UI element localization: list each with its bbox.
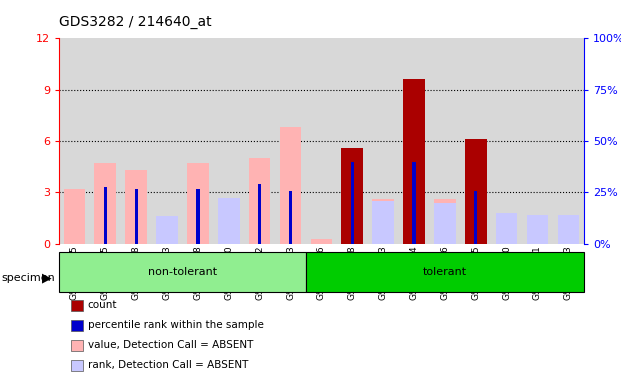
- Bar: [412, 162, 415, 244]
- Bar: [183, 38, 214, 244]
- Bar: [306, 252, 584, 292]
- Bar: [403, 79, 425, 244]
- Bar: [558, 215, 579, 244]
- Bar: [491, 38, 522, 244]
- Bar: [244, 38, 275, 244]
- Bar: [434, 199, 456, 244]
- Bar: [465, 139, 486, 244]
- Bar: [306, 38, 337, 244]
- Bar: [152, 38, 183, 244]
- Bar: [474, 191, 478, 244]
- Text: specimen: specimen: [1, 273, 55, 283]
- Bar: [460, 38, 491, 244]
- Bar: [187, 163, 209, 244]
- Bar: [59, 38, 90, 244]
- Bar: [399, 38, 429, 244]
- Bar: [196, 189, 199, 244]
- Bar: [120, 38, 152, 244]
- Text: percentile rank within the sample: percentile rank within the sample: [88, 320, 263, 330]
- Bar: [527, 215, 548, 244]
- Bar: [289, 191, 292, 244]
- Bar: [351, 162, 354, 244]
- Bar: [337, 38, 368, 244]
- Bar: [496, 213, 517, 244]
- Bar: [373, 199, 394, 244]
- Bar: [429, 38, 460, 244]
- Bar: [94, 163, 116, 244]
- Bar: [522, 38, 553, 244]
- Bar: [249, 158, 270, 244]
- Bar: [434, 203, 456, 244]
- Text: count: count: [88, 300, 117, 310]
- Text: non-tolerant: non-tolerant: [148, 266, 217, 277]
- Bar: [135, 189, 138, 244]
- Bar: [63, 189, 85, 244]
- Text: value, Detection Call = ABSENT: value, Detection Call = ABSENT: [88, 340, 253, 350]
- Bar: [218, 198, 240, 244]
- Bar: [59, 252, 306, 292]
- Text: rank, Detection Call = ABSENT: rank, Detection Call = ABSENT: [88, 360, 248, 370]
- Text: tolerant: tolerant: [423, 266, 467, 277]
- Bar: [258, 184, 261, 244]
- Bar: [279, 127, 301, 244]
- Bar: [342, 148, 363, 244]
- Bar: [275, 38, 306, 244]
- Bar: [104, 187, 107, 244]
- Bar: [214, 38, 244, 244]
- Bar: [90, 38, 120, 244]
- Bar: [125, 170, 147, 244]
- Text: ▶: ▶: [42, 272, 52, 285]
- Bar: [373, 201, 394, 244]
- Bar: [553, 38, 584, 244]
- Bar: [368, 38, 399, 244]
- Text: GDS3282 / 214640_at: GDS3282 / 214640_at: [59, 15, 212, 29]
- Bar: [310, 239, 332, 244]
- Bar: [156, 217, 178, 244]
